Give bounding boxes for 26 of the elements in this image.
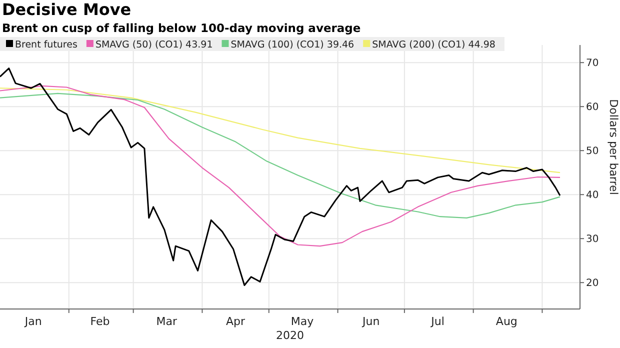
x-tick-label: May [290,315,314,328]
y-tick-label: 70 [586,58,599,70]
line-series [0,92,561,218]
legend-label: SMAVG (50) (CO1) 43.91 [95,40,213,50]
line-series [0,85,561,247]
x-tick-label: Jun [362,315,380,328]
x-tick-label: Jul [430,315,444,328]
x-tick-label: Apr [226,315,246,328]
x-tick-label: Aug [496,315,518,328]
x-tick-label: Feb [90,315,110,328]
line-series [0,88,561,174]
chart-subtitle: Brent on cusp of falling below 100-day moving average [2,21,361,35]
legend-label: SMAVG (200) (CO1) 44.98 [372,40,496,50]
y-axis-title: Dollars per barrel [607,99,620,195]
x-tick-label: Mar [156,315,178,328]
y-tick-label: 60 [586,102,599,114]
y-tick-label: 20 [586,278,599,290]
chart-title: Decisive Move [2,0,132,19]
y-tick-label: 50 [586,146,599,158]
legend-label: Brent futures [15,40,78,50]
line-series [0,68,561,286]
legend-label: SMAVG (100) (CO1) 39.46 [230,40,354,50]
x-tick-label: Jan [24,315,42,328]
x-axis-title: 2020 [276,329,304,342]
y-tick-label: 30 [586,234,599,246]
y-tick-label: 40 [586,190,599,202]
